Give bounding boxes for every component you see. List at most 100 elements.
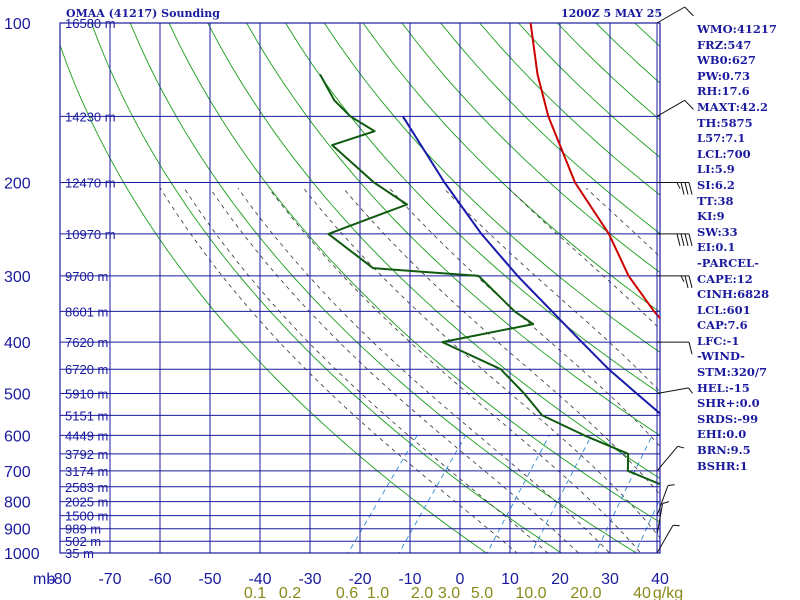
index-item: KI:9 [697, 209, 725, 224]
mixing-ratio-line [595, 435, 653, 553]
height-label: 3792 m [65, 447, 108, 462]
moist-adiabat [303, 187, 660, 539]
height-label: 35 m [65, 546, 94, 561]
moist-adiabat [183, 187, 549, 553]
mixing-ratio-label: 20.0 [570, 585, 601, 600]
mixing-ratio-line [531, 435, 592, 553]
wind-barb [656, 524, 680, 554]
height-label: 7620 m [65, 335, 108, 350]
plot-frame [59, 22, 661, 554]
index-item: CINH:6828 [697, 287, 770, 302]
mixing-ratio-line [347, 435, 418, 553]
index-item: PW:0.73 [697, 68, 751, 83]
height-label: 9700 m [65, 269, 108, 284]
moist-adiabat [775, 188, 800, 564]
x-tick-label: -50 [198, 571, 221, 588]
index-item: STM:320/7 [697, 365, 768, 380]
index-item: TT:38 [697, 193, 734, 208]
index-item: SI:6.2 [697, 177, 735, 192]
moist-adiabat [343, 187, 660, 496]
wind-barb [657, 275, 693, 288]
height-label: 5151 m [65, 408, 108, 423]
mixing-ratio-label: 10.0 [515, 585, 546, 600]
chart-title: OMAA (41217) Sounding [66, 7, 220, 20]
y-tick-label: 300 [4, 269, 31, 286]
height-label: 8601 m [65, 304, 108, 319]
mixing-ratio-line [486, 435, 550, 553]
index-item: BRN:9.5 [697, 443, 751, 458]
dry-adiabat [90, 23, 563, 553]
height-label: 3174 m [65, 464, 108, 479]
moist-adiabat [160, 187, 518, 553]
x-tick-label: -40 [248, 571, 271, 588]
height-label: 989 m [65, 522, 101, 537]
y-tick-label: 1000 [4, 546, 40, 563]
height-label: 4449 m [65, 428, 108, 443]
index-item: SW:33 [697, 224, 738, 239]
index-item: BSHR:1 [697, 458, 748, 473]
index-item: RH:17.6 [697, 84, 750, 99]
indices-panel: WMO:41217 FRZ:547 WB0:627 PW:0.73 RH:17.6 MAX… [697, 22, 777, 474]
x-tick-label: 10 [501, 571, 519, 588]
index-item: FRZ:547 [697, 37, 752, 52]
y-ticks: 100 200 300 400 500 600 700 800 900 1000 [4, 16, 40, 563]
wind-barb [657, 341, 693, 355]
index-item: MAXT:42.2 [697, 99, 768, 114]
index-item: LI:5.9 [697, 162, 735, 177]
index-item: EI:0.1 [697, 240, 736, 255]
x-tick-label: 40 [651, 571, 669, 588]
mixing-ratio-line [398, 435, 467, 553]
index-item: LCL:700 [697, 146, 751, 161]
height-label: 502 m [65, 534, 101, 549]
height-labels: 16580 m 14230 m 12470 m 10970 m 9700 m 8601 m… [65, 16, 116, 561]
moist-adiabat [209, 187, 580, 553]
height-label: 14230 m [65, 109, 116, 124]
x-tick-label: 30 [601, 571, 619, 588]
y-tick-label: 100 [4, 16, 31, 33]
x-tick-label: -70 [98, 571, 121, 588]
mixing-ratio-label: 0.2 [279, 585, 301, 600]
moist-adiabat [508, 187, 660, 330]
index-item: CAP:7.6 [697, 318, 748, 333]
temperature-trace [529, 23, 660, 320]
mixing-ratio-label: 1.0 [367, 585, 389, 600]
wind-barb [656, 501, 670, 536]
height-label: 5910 m [65, 386, 108, 401]
wind-barb [657, 233, 693, 247]
height-label: 2025 m [65, 495, 108, 510]
x-tick-label: -80 [48, 571, 71, 588]
height-label: 12470 m [65, 176, 116, 191]
x-tick-label: -10 [398, 571, 421, 588]
wind-barb [656, 445, 685, 472]
dewpoint-trace [319, 73, 660, 486]
mixing-ratio-labels: 0.1 0.2 0.6 1.0 2.0 3.0 5.0 10.0 20.0 40 g/kg [244, 585, 683, 600]
y-tick-label: 500 [4, 386, 31, 403]
x-tick-label: -20 [348, 571, 371, 588]
index-item: SHR+:0.0 [697, 396, 760, 411]
y-tick-label: 700 [4, 464, 31, 481]
mixing-ratio-label: 3.0 [438, 585, 460, 600]
x-ticks: mb-80 -70 -60 -50 -40 -30 -20 -10 0 10 20 30 40 [33, 571, 669, 588]
index-item: WMO:41217 [697, 22, 777, 36]
traces [319, 23, 660, 486]
x-unit-label: mb [33, 571, 55, 588]
wind-barb [656, 6, 694, 24]
mixing-ratio-label: 40 [633, 585, 651, 600]
index-item: LFC:-1 [697, 333, 740, 348]
moist-adiabat [268, 187, 642, 553]
index-item: EHI:0.0 [697, 427, 747, 442]
chart-time: 1200Z 5 MAY 25 [561, 7, 663, 20]
index-item: CAPE:12 [697, 271, 753, 286]
wind-barb [656, 484, 675, 516]
dry-adiabat [60, 43, 488, 553]
wind-barbs [656, 6, 694, 554]
mixing-ratio-unit: g/kg [653, 585, 683, 600]
height-label: 16580 m [65, 16, 116, 31]
y-tick-label: 200 [4, 176, 31, 193]
index-item: LCL:601 [697, 302, 751, 317]
wind-barb [656, 387, 693, 394]
height-label: 2583 m [65, 480, 108, 495]
height-label: 1500 m [65, 509, 108, 524]
height-label: 6720 m [65, 362, 108, 377]
